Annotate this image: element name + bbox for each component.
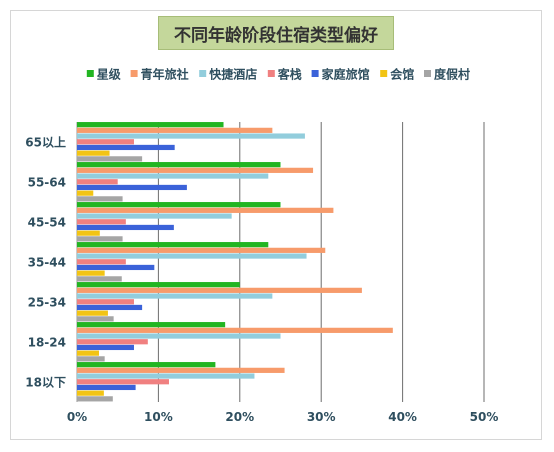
category-label-55-64: 55-64 bbox=[28, 176, 66, 190]
bar-25-34-度假村 bbox=[77, 316, 114, 322]
bar-45-54-星级 bbox=[77, 202, 281, 208]
legend-item-快捷酒店: 快捷酒店 bbox=[199, 67, 257, 82]
bar-25-34-快捷酒店 bbox=[77, 293, 273, 299]
legend-swatch bbox=[199, 70, 207, 77]
legend-label: 度假村 bbox=[434, 67, 470, 82]
x-tick-label: 20% bbox=[225, 410, 254, 424]
bar-55-64-会馆 bbox=[77, 190, 94, 196]
bar-35-44-家庭旅馆 bbox=[77, 264, 155, 271]
category-label-18以下: 18以下 bbox=[25, 376, 66, 390]
legend-label: 客栈 bbox=[277, 67, 302, 82]
bar-25-34-会馆 bbox=[77, 310, 108, 316]
x-tick-labels: 0% 10% 20% 30% 40% 50% bbox=[67, 410, 499, 424]
bar-65以上-青年旅社 bbox=[77, 127, 273, 133]
legend-item-会馆: 会馆 bbox=[380, 67, 414, 82]
category-label-25-34: 25-34 bbox=[28, 296, 66, 310]
bar-25-34-客栈 bbox=[77, 299, 134, 305]
bar-18-24-快捷酒店 bbox=[77, 333, 281, 339]
bar-35-44-快捷酒店 bbox=[77, 253, 307, 259]
bar-55-64-星级 bbox=[77, 162, 281, 168]
bar-35-44-会馆 bbox=[77, 270, 105, 276]
legend: 星级 青年旅社 快捷酒店 客栈 家庭旅馆 会馆 度假村 bbox=[86, 67, 470, 82]
bar-65以上-家庭旅馆 bbox=[77, 144, 175, 151]
bar-25-34-星级 bbox=[77, 282, 240, 288]
legend-item-度假村: 度假村 bbox=[424, 67, 470, 82]
bar-45-54-度假村 bbox=[77, 236, 123, 242]
legend-item-星级: 星级 bbox=[86, 67, 121, 82]
legend-swatch bbox=[130, 70, 138, 77]
bar-45-54-家庭旅馆 bbox=[77, 224, 174, 231]
bar-18以下-快捷酒店 bbox=[77, 373, 255, 379]
bar-18-24-客栈 bbox=[77, 339, 148, 345]
bar-55-64-家庭旅馆 bbox=[77, 184, 187, 191]
legend-swatch bbox=[86, 70, 94, 77]
category-label-45-54: 45-54 bbox=[28, 216, 66, 230]
bar-55-64-客栈 bbox=[77, 179, 118, 185]
bar-55-64-度假村 bbox=[77, 196, 123, 202]
legend-label: 家庭旅馆 bbox=[322, 67, 370, 82]
legend-label: 会馆 bbox=[390, 67, 414, 82]
legend-item-青年旅社: 青年旅社 bbox=[130, 67, 189, 82]
bar-18以下-客栈 bbox=[77, 379, 169, 385]
legend-label: 星级 bbox=[97, 67, 121, 82]
bar-65以上-客栈 bbox=[77, 139, 134, 145]
legend-swatch bbox=[267, 70, 275, 77]
x-tick-label: 50% bbox=[470, 410, 499, 424]
chart-title: 不同年龄阶段住宿类型偏好 bbox=[158, 16, 394, 50]
x-tick-label: 10% bbox=[144, 410, 173, 424]
bar-18以下-度假村 bbox=[77, 396, 113, 402]
bar-35-44-度假村 bbox=[77, 276, 122, 282]
bar-65以上-星级 bbox=[77, 122, 224, 128]
bar-18-24-会馆 bbox=[77, 350, 99, 356]
legend-item-家庭旅馆: 家庭旅馆 bbox=[311, 67, 370, 82]
bar-18-24-家庭旅馆 bbox=[77, 344, 134, 351]
bar-18以下-星级 bbox=[77, 362, 216, 368]
bar-45-54-客栈 bbox=[77, 219, 126, 225]
bar-18以下-会馆 bbox=[77, 390, 104, 396]
legend-item-客栈: 客栈 bbox=[267, 67, 302, 82]
category-labels: 65以上 55-64 45-54 35-44 25-34 18-24 18以下 bbox=[25, 135, 66, 390]
category-label-65以上: 65以上 bbox=[25, 135, 66, 150]
bar-55-64-青年旅社 bbox=[77, 167, 314, 173]
bar-45-54-会馆 bbox=[77, 230, 100, 236]
legend-swatch bbox=[311, 70, 319, 77]
x-tick-label: 30% bbox=[307, 410, 336, 424]
bar-65以上-快捷酒店 bbox=[77, 133, 305, 139]
bar-18以下-家庭旅馆 bbox=[77, 384, 136, 391]
bar-18以下-青年旅社 bbox=[77, 367, 285, 373]
bar-65以上-度假村 bbox=[77, 156, 143, 162]
legend-swatch bbox=[380, 70, 388, 77]
legend-label: 快捷酒店 bbox=[209, 67, 257, 82]
bar-35-44-客栈 bbox=[77, 259, 126, 265]
bar-55-64-快捷酒店 bbox=[77, 173, 269, 179]
bar-25-34-家庭旅馆 bbox=[77, 304, 143, 311]
category-label-18-24: 18-24 bbox=[28, 336, 66, 350]
bar-25-34-青年旅社 bbox=[77, 287, 362, 293]
bar-18-24-星级 bbox=[77, 322, 226, 328]
legend-label: 青年旅社 bbox=[141, 67, 189, 82]
bar-45-54-快捷酒店 bbox=[77, 213, 232, 219]
bars bbox=[77, 122, 393, 402]
bar-35-44-星级 bbox=[77, 242, 269, 248]
bar-45-54-青年旅社 bbox=[77, 207, 334, 213]
bar-65以上-会馆 bbox=[77, 150, 110, 156]
bar-18-24-青年旅社 bbox=[77, 327, 393, 333]
bar-18-24-度假村 bbox=[77, 356, 105, 362]
x-tick-label: 0% bbox=[67, 410, 87, 424]
legend-swatch bbox=[424, 70, 431, 77]
x-tick-label: 40% bbox=[388, 410, 417, 424]
category-label-35-44: 35-44 bbox=[28, 256, 66, 270]
bar-35-44-青年旅社 bbox=[77, 247, 326, 253]
